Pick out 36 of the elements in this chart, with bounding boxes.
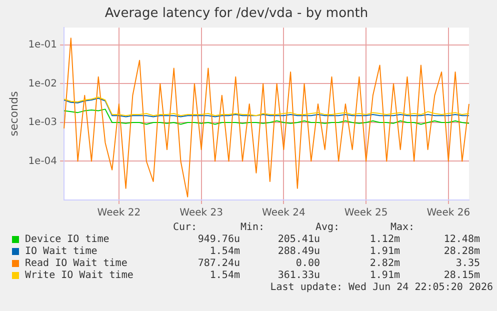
text: Avg: xyxy=(314,222,341,234)
text: 1.91m xyxy=(368,246,400,258)
x-tick-label: Week 23 xyxy=(180,208,223,219)
text: 949.76u xyxy=(196,234,240,246)
text: 205.41u xyxy=(276,234,320,246)
y-tick-label: 1e-01 xyxy=(28,40,58,51)
text: 361.33u xyxy=(276,270,320,282)
legend-label: Read IO Wait time xyxy=(25,258,128,270)
text: 0.00 xyxy=(294,258,320,270)
legend-label: Write IO Wait time xyxy=(25,270,134,282)
chart-title: Average latency for /dev/vda - by month xyxy=(104,6,368,22)
text: Cur: xyxy=(172,222,198,234)
text: 1.12m xyxy=(368,234,400,246)
legend-label: Device IO time xyxy=(25,234,110,246)
text: 2.82m xyxy=(368,258,400,270)
x-tick-label: Week 22 xyxy=(97,208,141,219)
text: 288.49u xyxy=(276,246,320,258)
y-tick-label: 1e-03 xyxy=(28,117,58,128)
text: 1.91m xyxy=(368,270,400,282)
text: 3.35 xyxy=(454,258,480,270)
x-tick-label: Week 24 xyxy=(262,208,306,219)
text: 787.24u xyxy=(196,258,240,270)
text: 12.48m xyxy=(442,234,480,246)
legend-label: IO Wait time xyxy=(25,246,98,258)
text: 1.54m xyxy=(208,270,240,282)
x-tick-label: Week 25 xyxy=(344,208,388,219)
text: Last update: Wed Jun 24 22:05:20 2026 xyxy=(269,282,493,294)
text: Min: xyxy=(240,222,266,234)
y-tick-label: 1e-02 xyxy=(28,78,58,90)
y-axis-title: seconds xyxy=(7,91,20,136)
text: 28.28m xyxy=(442,246,480,258)
text: 1.54m xyxy=(208,246,240,258)
text: 28.15m xyxy=(442,270,480,282)
text: Max: xyxy=(389,222,416,234)
x-tick-label: Week 26 xyxy=(426,208,470,219)
y-tick-label: 1e-04 xyxy=(28,156,58,167)
